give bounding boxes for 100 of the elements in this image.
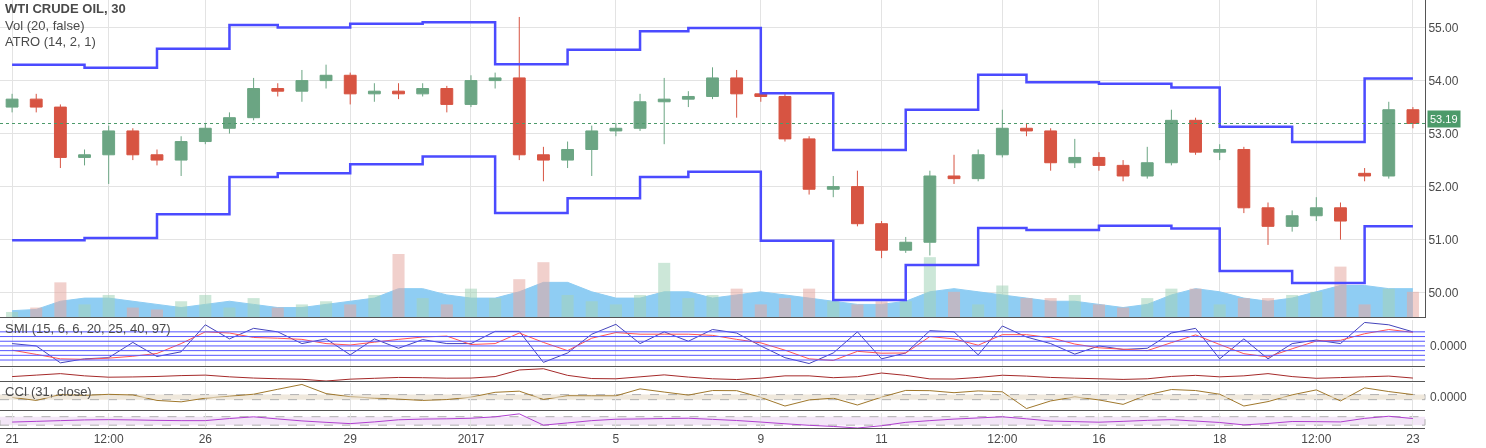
candlestick	[53, 103, 67, 169]
x-tick-label: 2017	[457, 432, 485, 447]
candlestick	[706, 66, 719, 100]
bar	[513, 279, 526, 317]
bar	[368, 294, 381, 317]
bar	[634, 294, 647, 317]
candlestick	[1261, 202, 1275, 246]
candlestick	[802, 135, 816, 196]
bar	[754, 304, 767, 317]
bar	[537, 262, 550, 317]
y-tick-label: 53.00	[1428, 126, 1459, 141]
bar	[585, 301, 598, 317]
candlestick	[392, 82, 405, 100]
ref-line-label: 0.0000	[1430, 339, 1468, 353]
candlestick	[319, 64, 333, 90]
bar	[561, 294, 574, 317]
bar	[1068, 294, 1081, 317]
bar	[175, 301, 188, 317]
bar	[392, 254, 405, 317]
candlestick	[923, 170, 937, 257]
x-tick-label: 12:00	[1301, 432, 1332, 447]
bar	[416, 298, 429, 317]
y-tick-label: 50.00	[1428, 285, 1459, 300]
bar	[1382, 288, 1395, 317]
x-tick-label: 16	[1092, 432, 1106, 447]
bar	[440, 304, 453, 317]
bar	[1334, 266, 1347, 317]
x-tick-label: 5	[612, 432, 620, 447]
bar	[923, 257, 936, 317]
bar	[827, 301, 840, 317]
candlestick	[126, 127, 140, 161]
bar	[875, 301, 888, 317]
candlestick	[1092, 151, 1106, 172]
candlestick	[1213, 143, 1227, 161]
bar	[464, 288, 478, 317]
candlestick	[730, 69, 744, 119]
y-tick-label: 54.00	[1428, 73, 1459, 88]
candlestick	[1044, 127, 1058, 172]
candlestick	[29, 93, 43, 113]
candlestick	[995, 109, 1009, 158]
bar	[682, 298, 695, 317]
bar	[947, 291, 961, 317]
bar	[1165, 288, 1178, 317]
bar	[1358, 304, 1371, 317]
candlestick	[609, 122, 623, 137]
candlestick	[657, 77, 671, 145]
bar	[609, 304, 622, 317]
bar	[320, 301, 333, 317]
candlestick	[5, 93, 19, 113]
candlestick	[971, 148, 985, 182]
x-tick-label: 12:00	[93, 432, 125, 447]
candlestick	[223, 111, 236, 135]
candlestick	[1285, 209, 1299, 233]
y-tick-label: 52.00	[1428, 179, 1459, 194]
candlestick	[150, 148, 164, 166]
candlestick	[1116, 159, 1130, 182]
candlestick	[1358, 167, 1372, 182]
candlestick	[633, 93, 647, 132]
candlestick	[1309, 196, 1323, 222]
annotation: ATRO (14, 2, 1)	[5, 34, 96, 49]
candlestick	[247, 77, 261, 121]
x-tick-label: 21	[5, 432, 20, 447]
candlestick	[899, 236, 913, 254]
bar	[126, 307, 139, 317]
bar	[6, 311, 19, 317]
bar	[247, 298, 260, 317]
bar	[199, 294, 212, 317]
bar	[996, 285, 1009, 317]
bar	[1189, 288, 1202, 317]
x-tick-label: 12:00	[987, 432, 1018, 447]
candlestick	[585, 125, 599, 177]
x-tick-label: 11	[875, 432, 889, 447]
bar	[1213, 304, 1226, 317]
bar	[150, 309, 164, 317]
candlestick	[343, 72, 357, 105]
annotation: Vol (20, false)	[5, 18, 85, 33]
ref-line-label: 53.19	[1430, 113, 1458, 125]
bar	[489, 298, 502, 317]
x-tick-label: 26	[198, 432, 213, 447]
candlestick	[512, 16, 526, 161]
candlestick	[1020, 122, 1033, 137]
candlestick	[1237, 146, 1251, 214]
bar	[223, 307, 236, 317]
bar	[706, 294, 719, 317]
bar	[1044, 298, 1057, 317]
y-tick-label: 55.00	[1428, 20, 1459, 35]
chart-title: WTI CRUDE OIL, 30	[5, 1, 126, 16]
candlestick	[102, 125, 116, 185]
bar	[730, 288, 743, 317]
bar	[54, 282, 67, 317]
candlestick	[198, 122, 212, 145]
bar	[1117, 307, 1130, 317]
bar	[78, 304, 91, 317]
bar	[271, 307, 284, 317]
candlestick	[78, 148, 91, 166]
candlestick	[1406, 106, 1420, 129]
candlestick	[1140, 146, 1154, 180]
bar	[1286, 294, 1299, 317]
ref-line-label: 0.0000	[1430, 390, 1468, 404]
bar	[1237, 298, 1250, 317]
